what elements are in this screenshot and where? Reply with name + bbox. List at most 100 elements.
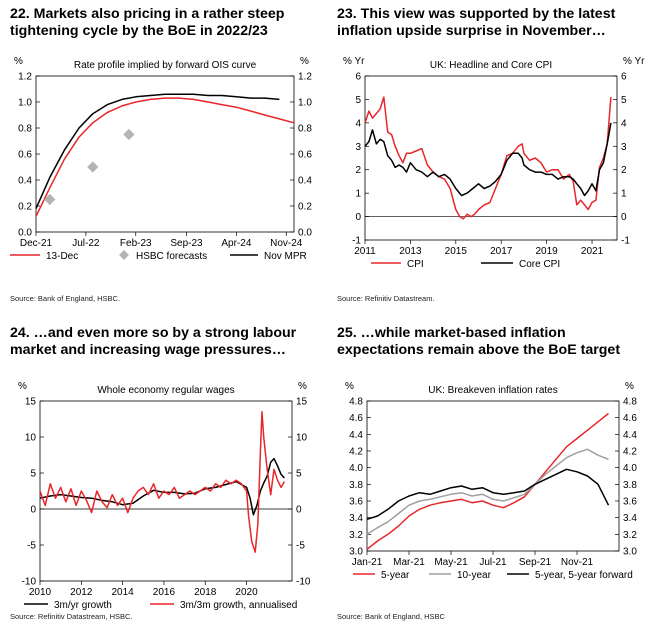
chart-title: Whole economy regular wages [97, 385, 234, 396]
y-tick-label-left: 1.0 [18, 98, 32, 109]
x-tick-label: 2018 [194, 587, 217, 598]
source-note: Source: Bank of England, HSBC [337, 612, 445, 621]
series-line-3m-3m-growth-annualised [39, 411, 286, 553]
y-tick-label-right: 3 [621, 142, 627, 153]
chart-title: Rate profile implied by forward OIS curv… [74, 60, 257, 71]
y-tick-label-right: 4.8 [623, 397, 637, 408]
y-tick-label-right: 3.8 [623, 480, 637, 491]
x-tick-label: 2012 [70, 587, 93, 598]
y-tick-label-right: 4.6 [623, 413, 637, 424]
x-tick-label: Jul-21 [479, 557, 507, 568]
x-tick-label: 2013 [399, 246, 422, 257]
legend-label-3m-3m-growth-annualised: 3m/3m growth, annualised [180, 600, 297, 611]
y-tick-label-left: 0.0 [18, 228, 32, 239]
x-tick-label: 2014 [111, 587, 134, 598]
rate-profile-chart: Rate profile implied by forward OIS curv… [10, 56, 312, 262]
y-tick-label-right: 2 [621, 165, 627, 176]
panel-heading-line1: 22. Markets also pricing in a rather ste… [10, 6, 285, 22]
series-point-hsbc-forecasts [87, 161, 99, 173]
y-tick-label-right: 5 [621, 95, 627, 106]
y-axis-label-right: % [300, 56, 309, 67]
legend-label-3m-yr-growth: 3m/yr growth [54, 600, 112, 611]
panel-heading-line2: inflation upside surprise in November… [337, 23, 606, 39]
plot-frame [35, 75, 295, 233]
panel-heading: 25. …while market-based inflation expect… [337, 325, 655, 359]
y-tick-label-left: 3 [355, 142, 361, 153]
y-tick-label-right: 0.0 [298, 228, 312, 239]
breakeven-chart: UK: Breakeven inflation rates% % 3.0 3.0 3.2… [345, 381, 637, 581]
series-line-5-year-5-year-forward [366, 468, 610, 521]
x-tick-label: 2021 [581, 246, 604, 257]
y-tick-label-left: 4.8 [349, 397, 363, 408]
x-tick-label: 2020 [235, 587, 258, 598]
y-tick-label-right: 5 [296, 469, 302, 480]
y-tick-label-left: 4.6 [349, 413, 363, 424]
x-tick-label: Feb-23 [120, 238, 152, 249]
y-tick-label-left: 0.2 [18, 202, 32, 213]
legend-label-hsbc-forecasts: HSBC forecasts [136, 251, 207, 262]
y-tick-label-right: 4 [621, 118, 627, 129]
x-tick-label: Apr-24 [221, 238, 251, 249]
legend-label-10-year: 10-year [457, 570, 492, 581]
y-tick-label-right: 0 [621, 212, 627, 223]
x-tick-label: Sep-23 [170, 238, 203, 249]
x-tick-label: 2019 [535, 246, 558, 257]
y-tick-label-left: -5 [27, 541, 36, 552]
x-tick-label: May-21 [434, 557, 468, 568]
cpi-chart: UK: Headline and Core CPI % Yr % Yr -1 -1 0 0 1… [343, 56, 645, 270]
plot-frame [366, 400, 620, 552]
y-tick-label-left: 0.4 [18, 176, 32, 187]
chart-title: UK: Breakeven inflation rates [428, 385, 558, 396]
series-line-nov-mpr [35, 93, 280, 209]
y-tick-label-left: 1.2 [18, 72, 32, 83]
legend-label-5-year: 5-year [381, 570, 410, 581]
x-tick-label: Jul-22 [72, 238, 100, 249]
y-tick-label-left: 3.6 [349, 497, 363, 508]
y-tick-label-right: 1 [621, 189, 627, 200]
series-point-hsbc-forecasts [123, 128, 135, 141]
y-tick-label-right: 0.2 [298, 202, 312, 213]
y-tick-label-right: 1.2 [298, 72, 312, 83]
y-tick-label-right: 15 [296, 397, 308, 408]
panel-heading-line1: 25. …while market-based inflation [337, 325, 566, 341]
y-tick-label-right: 1.0 [298, 98, 312, 109]
source-note: Source: Refinitiv Datastream. [337, 294, 435, 303]
source-note: Source: Refinitiv Datastream, HSBC. [10, 612, 133, 621]
y-tick-label-right: 0.6 [298, 150, 312, 161]
y-tick-label-right: 4.4 [623, 430, 637, 441]
y-tick-label-right: -5 [296, 541, 305, 552]
panel-heading-line2: tightening cycle by the BoE in 2022/23 [10, 23, 268, 39]
y-tick-label-right: -1 [621, 236, 630, 247]
x-tick-label: 2016 [153, 587, 176, 598]
y-tick-label-left: 1 [355, 189, 361, 200]
y-tick-label-left: 15 [25, 397, 37, 408]
panel-heading: 22. Markets also pricing in a rather ste… [10, 6, 328, 40]
series-line-core-cpi [364, 122, 612, 197]
y-tick-label-right: 3.2 [623, 530, 637, 541]
panel-heading-line1: 24. …and even more so by a strong labour [10, 325, 297, 341]
series-line-5-year [366, 412, 609, 550]
panel-heading-line2: market and increasing wage pressures… [10, 342, 286, 358]
y-tick-label-right: 10 [296, 433, 308, 444]
y-axis-label-right: % [625, 381, 634, 392]
y-tick-label-left: 0 [355, 212, 361, 223]
legend-label-13-dec: 13-Dec [46, 251, 78, 262]
series-line-13-dec [35, 97, 295, 217]
y-tick-label-right: 4.2 [623, 447, 637, 458]
y-tick-label-right: 0.4 [298, 176, 312, 187]
source-note: Source: Bank of England, HSBC. [10, 294, 121, 303]
x-tick-label: 2010 [29, 587, 52, 598]
y-axis-label-right: % [298, 381, 307, 392]
y-tick-label-left: 3.0 [349, 547, 363, 558]
x-tick-label: Sep-21 [519, 557, 552, 568]
y-axis-label-left: % [14, 56, 23, 67]
y-tick-label-right: 3.4 [623, 513, 637, 524]
x-tick-label: 2015 [445, 246, 468, 257]
legend-label-cpi: CPI [407, 259, 424, 270]
legend-label-5-year-5-year-forward: 5-year, 5-year forward [535, 570, 633, 581]
y-tick-label-right: -10 [296, 577, 311, 588]
plot-frame [364, 75, 618, 241]
y-tick-label-left: 0.6 [18, 150, 32, 161]
y-tick-label-left: 0 [30, 505, 36, 516]
y-tick-label-left: -10 [22, 577, 37, 588]
